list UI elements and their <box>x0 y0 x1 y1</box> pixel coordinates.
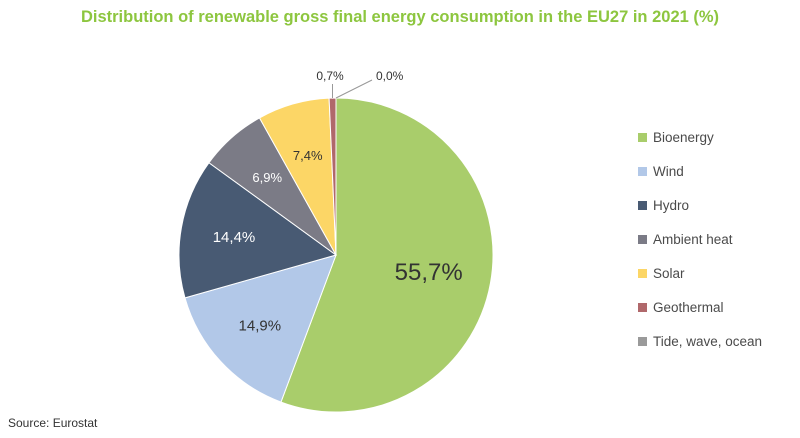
data-label-geothermal: 0,7% <box>316 69 344 83</box>
legend-label: Solar <box>653 265 685 281</box>
data-label-wind: 14,9% <box>239 318 282 335</box>
legend-item-geothermal: Geothermal <box>638 290 762 324</box>
data-label-solar: 7,4% <box>293 148 323 163</box>
data-label-ambient-heat: 6,9% <box>252 170 282 185</box>
legend-item-ambient-heat: Ambient heat <box>638 222 762 256</box>
data-label-hydro: 14,4% <box>213 229 256 246</box>
pie-slice-geothermal <box>328 97 337 256</box>
legend-label: Tide, wave, ocean <box>653 333 763 349</box>
legend-label: Wind <box>653 163 684 179</box>
legend-label: Hydro <box>653 197 690 213</box>
legend-label: Bioenergy <box>653 129 714 145</box>
pie-slice-hydro <box>178 162 338 299</box>
pie-slice-wind <box>184 254 337 403</box>
source-note: Source: Eurostat <box>8 416 98 430</box>
chart-title: Distribution of renewable gross final en… <box>80 8 720 26</box>
legend-swatch <box>638 200 647 210</box>
legend-item-wind: Wind <box>638 154 762 188</box>
legend-label: Geothermal <box>653 299 724 315</box>
legend-swatch <box>638 132 647 142</box>
legend-label: Ambient heat <box>653 231 733 247</box>
legend-item-tide-wave-ocean: Tide, wave, ocean <box>638 324 762 358</box>
legend-item-bioenergy: Bioenergy <box>638 120 762 154</box>
legend-swatch <box>638 268 647 278</box>
data-label-bioenergy: 55,7% <box>395 259 463 286</box>
legend-swatch <box>638 166 647 176</box>
legend-item-solar: Solar <box>638 256 762 290</box>
leader-line-tide-wave-ocean <box>335 79 373 99</box>
data-label-tide-wave-ocean: 0,0% <box>376 69 404 83</box>
legend-item-hydro: Hydro <box>638 188 762 222</box>
pie-slice-bioenergy <box>280 97 494 413</box>
legend-swatch <box>638 234 647 244</box>
chart-legend: Bioenergy Wind Hydro Ambient heat Solar Geoth… <box>638 120 762 358</box>
legend-swatch <box>638 302 647 312</box>
legend-swatch <box>638 336 647 346</box>
